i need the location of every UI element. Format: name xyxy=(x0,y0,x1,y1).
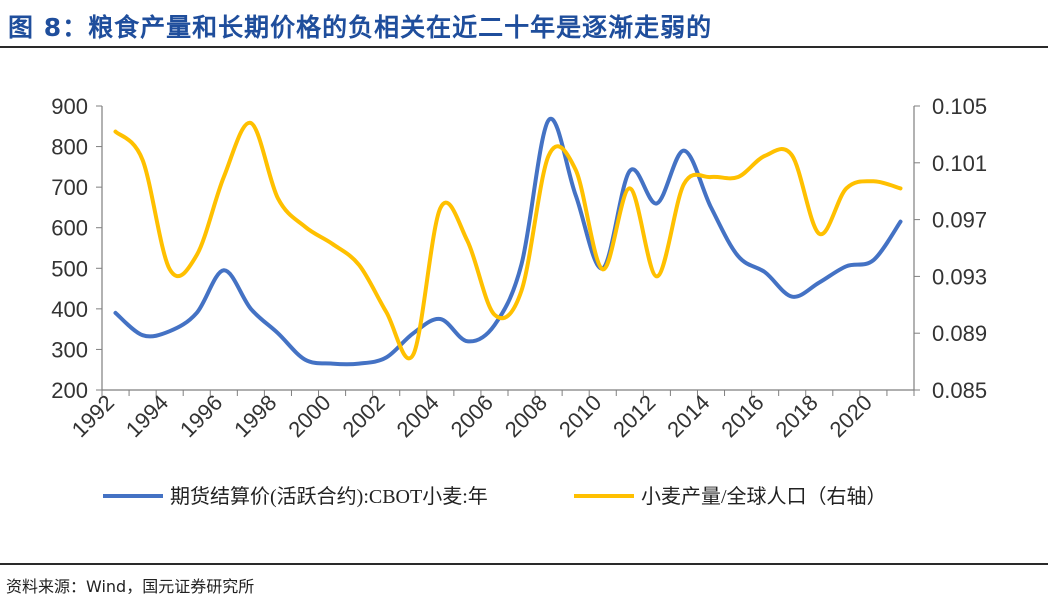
x-tick-label: 1994 xyxy=(121,390,173,442)
x-tick-label: 2000 xyxy=(283,390,335,442)
legend-label-price: 期货结算价(活跃合约):CBOT小麦:年 xyxy=(170,485,488,508)
left-tick-label: 700 xyxy=(51,175,88,200)
x-tick-label: 1996 xyxy=(175,390,227,442)
line-chart: 200 300 400 500 600 700 800 900 0.085 0.089 0.093 0… xyxy=(51,94,987,508)
chart-legend: 期货结算价(活跃合约):CBOT小麦:年 小麦产量/全球人口（右轴） xyxy=(103,485,887,508)
x-tick-label: 2010 xyxy=(554,390,606,442)
left-tick-label: 400 xyxy=(51,297,88,322)
x-tick-label: 2012 xyxy=(608,390,660,442)
right-tick-label: 0.101 xyxy=(932,151,987,176)
x-tick-label: 2016 xyxy=(716,390,768,442)
legend-label-output: 小麦产量/全球人口（右轴） xyxy=(641,485,887,508)
left-tick-label: 200 xyxy=(51,378,88,403)
output-series-line xyxy=(113,120,903,361)
x-tick-label: 2014 xyxy=(662,390,714,442)
right-tick-label: 0.089 xyxy=(932,321,987,346)
x-tick-label: 2004 xyxy=(392,390,444,442)
left-tick-label: 300 xyxy=(51,337,88,362)
x-tick-label: 2020 xyxy=(825,390,877,442)
right-tick-label: 0.093 xyxy=(932,264,987,289)
x-tick-label: 2002 xyxy=(337,390,389,442)
price-series-line xyxy=(113,116,903,367)
left-tick-label: 800 xyxy=(51,135,88,160)
left-tick-label: 500 xyxy=(51,256,88,281)
chart-title: 图 8：粮食产量和长期价格的负相关在近二十年是逐渐走弱的 xyxy=(8,13,713,42)
title-divider xyxy=(0,46,1048,48)
x-tick-label: 2018 xyxy=(771,390,823,442)
footer-divider xyxy=(0,563,1048,565)
right-tick-label: 0.085 xyxy=(932,378,987,403)
left-tick-label: 900 xyxy=(51,94,88,119)
chart-lines xyxy=(113,116,903,367)
right-tick-label: 0.105 xyxy=(932,94,987,119)
right-tick-label: 0.097 xyxy=(932,208,987,233)
left-tick-label: 600 xyxy=(51,216,88,241)
x-tick-label: 2008 xyxy=(500,390,552,442)
x-tick-label: 2006 xyxy=(446,390,498,442)
x-tick-label: 1998 xyxy=(229,390,281,442)
source-note: 资料来源：Wind，国元证券研究所 xyxy=(6,577,255,596)
